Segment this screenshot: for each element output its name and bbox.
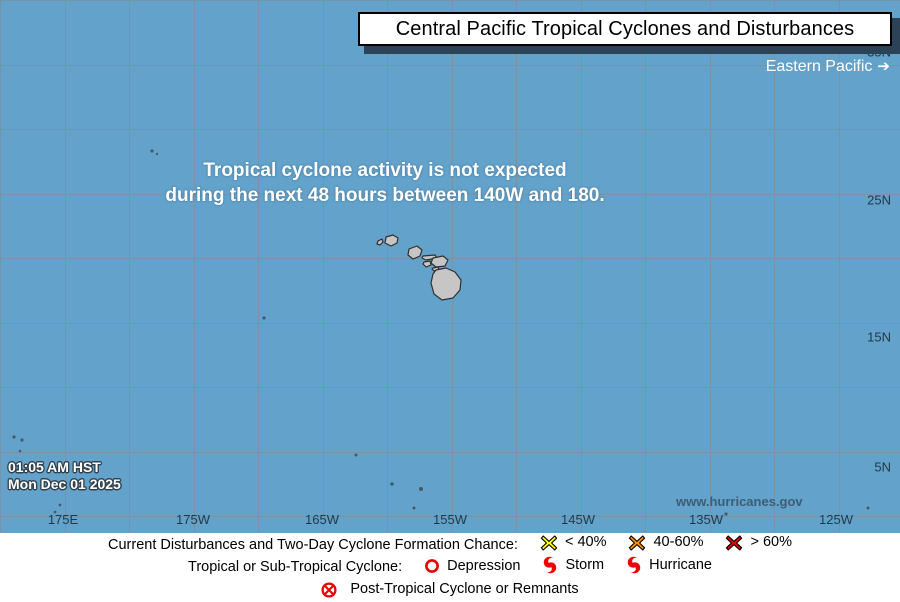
land-masses bbox=[12, 149, 870, 516]
timestamp: 01:05 AM HST Mon Dec 01 2025 bbox=[8, 459, 121, 493]
gridline-vertical bbox=[774, 0, 775, 533]
outlook-message-line-2: during the next 48 hours between 140W an… bbox=[165, 185, 605, 206]
legend-row-post-tropical: Post-Tropical Cyclone or Remnants bbox=[0, 578, 900, 600]
longitude-label: 175E bbox=[47, 512, 79, 527]
legend-row-cyclone-types: Tropical or Sub-Tropical Cyclone: Depres… bbox=[0, 556, 900, 578]
gridline-vertical bbox=[581, 0, 582, 533]
hawaiian-islands bbox=[376, 234, 462, 301]
small-atolls bbox=[12, 149, 870, 516]
legend-row-formation-chance: Current Disturbances and Two-Day Cyclone… bbox=[0, 533, 900, 556]
legend-chance-items: < 40% 40-60% > 60% bbox=[518, 534, 792, 556]
legend-cyclone-item: Storm bbox=[542, 556, 605, 574]
legend-cyclone-label: Tropical or Sub-Tropical Cyclone: bbox=[188, 559, 403, 575]
map-gridlines bbox=[0, 0, 900, 533]
outlook-message-line-1: Tropical cyclone activity is not expecte… bbox=[203, 160, 567, 181]
legend-chance-item: < 40% bbox=[540, 534, 607, 551]
gridline-vertical bbox=[323, 0, 324, 533]
gridline-vertical bbox=[645, 0, 646, 533]
gridline-vertical bbox=[516, 0, 517, 533]
latitude-label: 15N bbox=[867, 329, 891, 345]
gridline-vertical bbox=[710, 0, 711, 533]
post-tropical-icon bbox=[321, 581, 337, 598]
legend-formation-chance-label: Current Disturbances and Two-Day Cyclone… bbox=[108, 536, 518, 553]
depression-icon bbox=[424, 558, 440, 573]
gridline-vertical bbox=[387, 0, 388, 533]
legend-cyclone-item-label: Hurricane bbox=[649, 556, 712, 573]
legend-post-tropical-label: Post-Tropical Cyclone or Remnants bbox=[350, 581, 579, 597]
watermark: www.hurricanes.gov bbox=[676, 494, 803, 509]
gridline-horizontal bbox=[0, 516, 900, 517]
gridline-vertical bbox=[129, 0, 130, 533]
longitude-label: 135W bbox=[689, 512, 723, 527]
legend-cyclone-item: Hurricane bbox=[626, 556, 712, 574]
legend-panel: Current Disturbances and Two-Day Cyclone… bbox=[0, 533, 900, 601]
gridline-horizontal bbox=[0, 452, 900, 453]
gridline-horizontal bbox=[0, 323, 900, 324]
legend-chance-item: > 60% bbox=[725, 534, 792, 551]
longitude-label: 155W bbox=[433, 512, 467, 527]
gridline-vertical bbox=[65, 0, 66, 533]
arrow-right-icon: ➔ bbox=[877, 58, 890, 75]
legend-cyclone-item-label: Depression bbox=[447, 557, 521, 574]
longitude-label: 175W bbox=[176, 512, 210, 527]
latitude-label: 25N bbox=[867, 192, 891, 208]
gridline-horizontal bbox=[0, 129, 900, 130]
legend-chance-item-label: > 60% bbox=[750, 534, 792, 550]
hurricane-spiral-icon bbox=[626, 556, 641, 574]
gridline-horizontal bbox=[0, 0, 900, 1]
page-title: Central Pacific Tropical Cyclones and Di… bbox=[358, 12, 892, 46]
timestamp-time: 01:05 AM HST bbox=[8, 459, 101, 475]
outlook-message: Tropical cyclone activity is not expecte… bbox=[0, 158, 770, 208]
legend-chance-item: 40-60% bbox=[628, 534, 703, 551]
longitude-label: 125W bbox=[819, 512, 853, 527]
legend-chance-item-label: < 40% bbox=[564, 534, 607, 550]
gridline-vertical bbox=[839, 0, 840, 533]
eastern-pacific-link[interactable]: Eastern Pacific ➔ bbox=[766, 57, 890, 76]
x-mark-icon bbox=[725, 534, 743, 551]
latitude-label: 5N bbox=[874, 459, 891, 475]
page-title-text: Central Pacific Tropical Cyclones and Di… bbox=[395, 17, 855, 40]
gridline-vertical bbox=[0, 0, 1, 533]
gridline-vertical bbox=[258, 0, 259, 533]
gridline-vertical bbox=[452, 0, 453, 533]
gridline-vertical bbox=[194, 0, 195, 533]
hurricane-spiral-icon bbox=[542, 556, 557, 574]
legend-cyclone-item-label: Storm bbox=[565, 556, 605, 573]
gridline-horizontal bbox=[0, 258, 900, 259]
timestamp-date: Mon Dec 01 2025 bbox=[8, 476, 121, 492]
legend-cyclone-item: Depression bbox=[424, 558, 520, 574]
gridline-horizontal bbox=[0, 194, 900, 195]
x-mark-icon bbox=[540, 534, 558, 551]
gridline-horizontal bbox=[0, 387, 900, 388]
longitude-label: 165W bbox=[305, 512, 339, 527]
gridline-horizontal bbox=[0, 65, 900, 66]
legend-cyclone-items: Depression Storm Hurricane bbox=[402, 556, 712, 578]
legend-chance-item-label: 40-60% bbox=[653, 534, 704, 550]
longitude-label: 145W bbox=[561, 512, 595, 527]
eastern-pacific-label: Eastern Pacific bbox=[765, 58, 873, 75]
x-mark-icon bbox=[628, 534, 646, 551]
